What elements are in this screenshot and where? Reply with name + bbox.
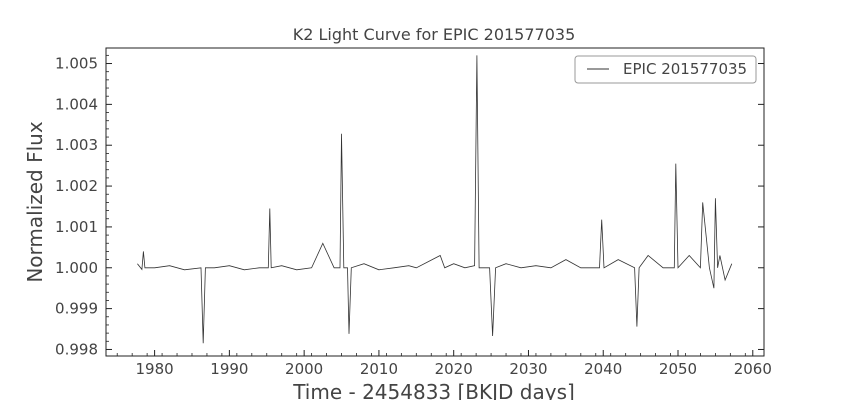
chart-title: K2 Light Curve for EPIC 201577035 bbox=[293, 25, 576, 44]
x-axis: 1980 1990 2000 2010 2020 2030 2040 2050 2060 bbox=[116, 350, 772, 378]
x-tick-label: 2030 bbox=[509, 360, 547, 378]
x-tick-label: 2010 bbox=[360, 360, 398, 378]
y-tick-label: 1.005 bbox=[55, 55, 98, 73]
series-line-epic-201577035 bbox=[137, 55, 733, 344]
x-tick-label: 2060 bbox=[734, 360, 772, 378]
x-tick-label: 1990 bbox=[210, 360, 248, 378]
y-tick-label: 1.004 bbox=[55, 95, 98, 113]
legend-box bbox=[574, 55, 757, 84]
x-axis-label: Time - 2454833 [BKJD days] bbox=[292, 380, 575, 400]
y-tick-label: 1.001 bbox=[55, 218, 98, 236]
y-tick-label: 1.002 bbox=[55, 177, 98, 195]
x-tick-label: 2020 bbox=[435, 360, 473, 378]
y-tick-label: 0.999 bbox=[55, 300, 98, 318]
x-tick-label: 2050 bbox=[659, 360, 697, 378]
plot-area bbox=[137, 55, 733, 344]
x-tick-label: 1980 bbox=[136, 360, 174, 378]
y-tick-label: 0.998 bbox=[55, 340, 98, 358]
y-axis: 0.998 0.999 1.000 1.001 1.002 1.003 1.004 1.005 bbox=[55, 55, 764, 358]
legend-label: EPIC 201577035 bbox=[623, 60, 747, 78]
y-tick-label: 1.000 bbox=[55, 259, 98, 277]
y-axis-label: Normalized Flux bbox=[23, 121, 47, 283]
plot-frame bbox=[105, 47, 765, 357]
x-tick-label: 2040 bbox=[584, 360, 622, 378]
legend: EPIC 201577035 bbox=[574, 55, 757, 84]
y-tick-label: 1.003 bbox=[55, 136, 98, 154]
x-tick-label: 2000 bbox=[285, 360, 323, 378]
